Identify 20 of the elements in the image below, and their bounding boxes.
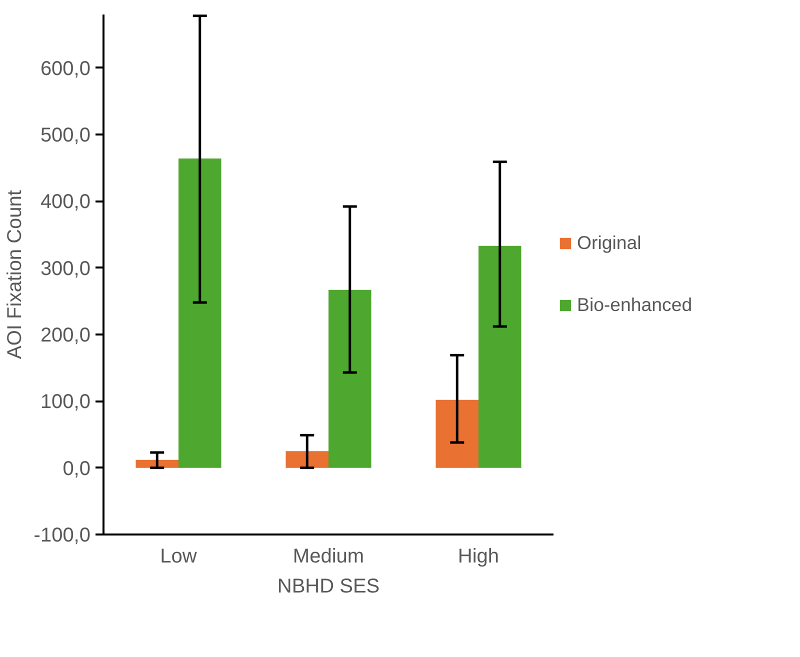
y-tick-label: -100,0: [34, 524, 91, 546]
bar: [328, 290, 372, 468]
y-tick-label: 600,0: [40, 58, 91, 80]
y-tick-label: 0,0: [62, 458, 91, 480]
bar: [286, 451, 328, 468]
x-tick-label: High: [458, 546, 500, 568]
bar: [436, 400, 478, 468]
bar: [478, 246, 522, 468]
y-tick-label: 100,0: [40, 391, 91, 414]
y-tick-label: 400,0: [40, 191, 91, 214]
y-tick-label: 500,0: [40, 124, 91, 146]
x-axis-title: NBHD SES: [277, 576, 380, 598]
y-tick-label: 300,0: [40, 258, 91, 280]
legend-label: Bio-enhanced: [577, 294, 692, 316]
y-axis-title: AOI Fixation Count: [4, 190, 26, 359]
x-tick-label: Medium: [292, 546, 364, 568]
legend-label: Original: [577, 232, 642, 254]
bar: [178, 158, 222, 468]
y-tick-label: 200,0: [40, 324, 91, 346]
x-tick-label: Low: [160, 546, 198, 568]
